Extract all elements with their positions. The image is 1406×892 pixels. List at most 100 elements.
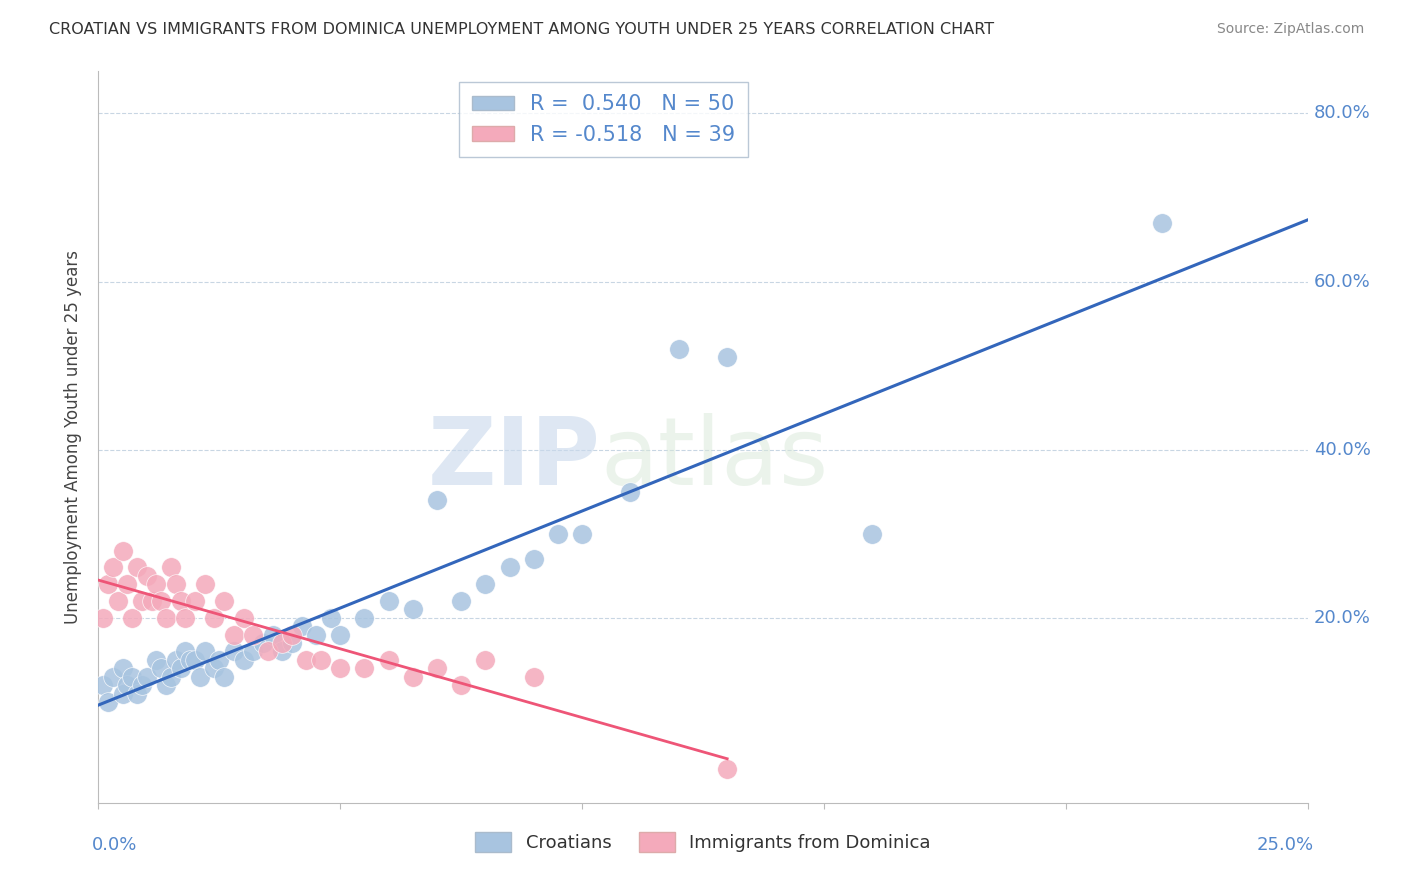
Point: [450, 678, 472, 692]
Point: [131, 594, 153, 608]
Point: [402, 670, 425, 684]
Point: [271, 644, 294, 658]
Point: [208, 653, 231, 667]
Point: [111, 686, 134, 700]
Point: [135, 670, 157, 684]
Legend: Croatians, Immigrants from Dominica: Croatians, Immigrants from Dominica: [468, 824, 938, 860]
Point: [498, 560, 520, 574]
Point: [242, 644, 264, 658]
Text: 25.0%: 25.0%: [1257, 836, 1313, 854]
Point: [619, 484, 641, 499]
Point: [188, 670, 211, 684]
Point: [127, 686, 149, 700]
Point: [135, 569, 157, 583]
Point: [117, 577, 139, 591]
Point: [145, 577, 167, 591]
Point: [426, 661, 449, 675]
Point: [1152, 216, 1174, 230]
Point: [97, 577, 120, 591]
Point: [860, 526, 883, 541]
Point: [174, 644, 197, 658]
Point: [101, 560, 124, 574]
Point: [232, 611, 254, 625]
Point: [212, 594, 235, 608]
Point: [145, 653, 167, 667]
Point: [523, 670, 546, 684]
Point: [290, 619, 312, 633]
Point: [668, 342, 690, 356]
Point: [169, 661, 191, 675]
Point: [252, 636, 274, 650]
Point: [353, 611, 375, 625]
Point: [160, 560, 183, 574]
Text: ZIP: ZIP: [427, 413, 600, 505]
Y-axis label: Unemployment Among Youth under 25 years: Unemployment Among Youth under 25 years: [65, 250, 83, 624]
Point: [127, 560, 149, 574]
Point: [184, 594, 207, 608]
Point: [353, 661, 375, 675]
Point: [111, 543, 134, 558]
Point: [117, 678, 139, 692]
Point: [305, 627, 328, 641]
Point: [101, 670, 124, 684]
Point: [242, 627, 264, 641]
Point: [571, 526, 593, 541]
Point: [121, 670, 143, 684]
Text: 20.0%: 20.0%: [1313, 609, 1371, 627]
Point: [281, 636, 304, 650]
Text: 60.0%: 60.0%: [1313, 273, 1371, 291]
Point: [329, 627, 352, 641]
Text: 40.0%: 40.0%: [1313, 441, 1371, 458]
Point: [204, 661, 226, 675]
Point: [716, 350, 738, 364]
Point: [262, 627, 284, 641]
Text: Source: ZipAtlas.com: Source: ZipAtlas.com: [1216, 22, 1364, 37]
Text: 80.0%: 80.0%: [1313, 104, 1371, 122]
Point: [155, 678, 177, 692]
Point: [309, 653, 332, 667]
Text: CROATIAN VS IMMIGRANTS FROM DOMINICA UNEMPLOYMENT AMONG YOUTH UNDER 25 YEARS COR: CROATIAN VS IMMIGRANTS FROM DOMINICA UNE…: [49, 22, 994, 37]
Point: [377, 594, 399, 608]
Point: [97, 695, 120, 709]
Point: [160, 670, 183, 684]
Point: [150, 594, 173, 608]
Point: [523, 552, 546, 566]
Point: [474, 577, 496, 591]
Point: [184, 653, 207, 667]
Point: [426, 493, 449, 508]
Point: [165, 653, 187, 667]
Point: [329, 661, 352, 675]
Point: [165, 577, 187, 591]
Point: [169, 594, 191, 608]
Point: [222, 644, 245, 658]
Point: [194, 644, 217, 658]
Point: [150, 661, 173, 675]
Point: [141, 594, 163, 608]
Point: [377, 653, 399, 667]
Point: [121, 611, 143, 625]
Point: [271, 636, 294, 650]
Point: [295, 653, 318, 667]
Point: [232, 653, 254, 667]
Point: [212, 670, 235, 684]
Point: [91, 611, 114, 625]
Point: [547, 526, 569, 541]
Text: 0.0%: 0.0%: [93, 836, 138, 854]
Point: [716, 762, 738, 776]
Point: [155, 611, 177, 625]
Point: [222, 627, 245, 641]
Point: [450, 594, 472, 608]
Text: atlas: atlas: [600, 413, 828, 505]
Point: [319, 611, 342, 625]
Point: [131, 678, 153, 692]
Point: [91, 678, 114, 692]
Point: [281, 627, 304, 641]
Point: [194, 577, 217, 591]
Point: [402, 602, 425, 616]
Point: [179, 653, 201, 667]
Point: [174, 611, 197, 625]
Point: [474, 653, 496, 667]
Point: [256, 644, 278, 658]
Point: [111, 661, 134, 675]
Point: [107, 594, 129, 608]
